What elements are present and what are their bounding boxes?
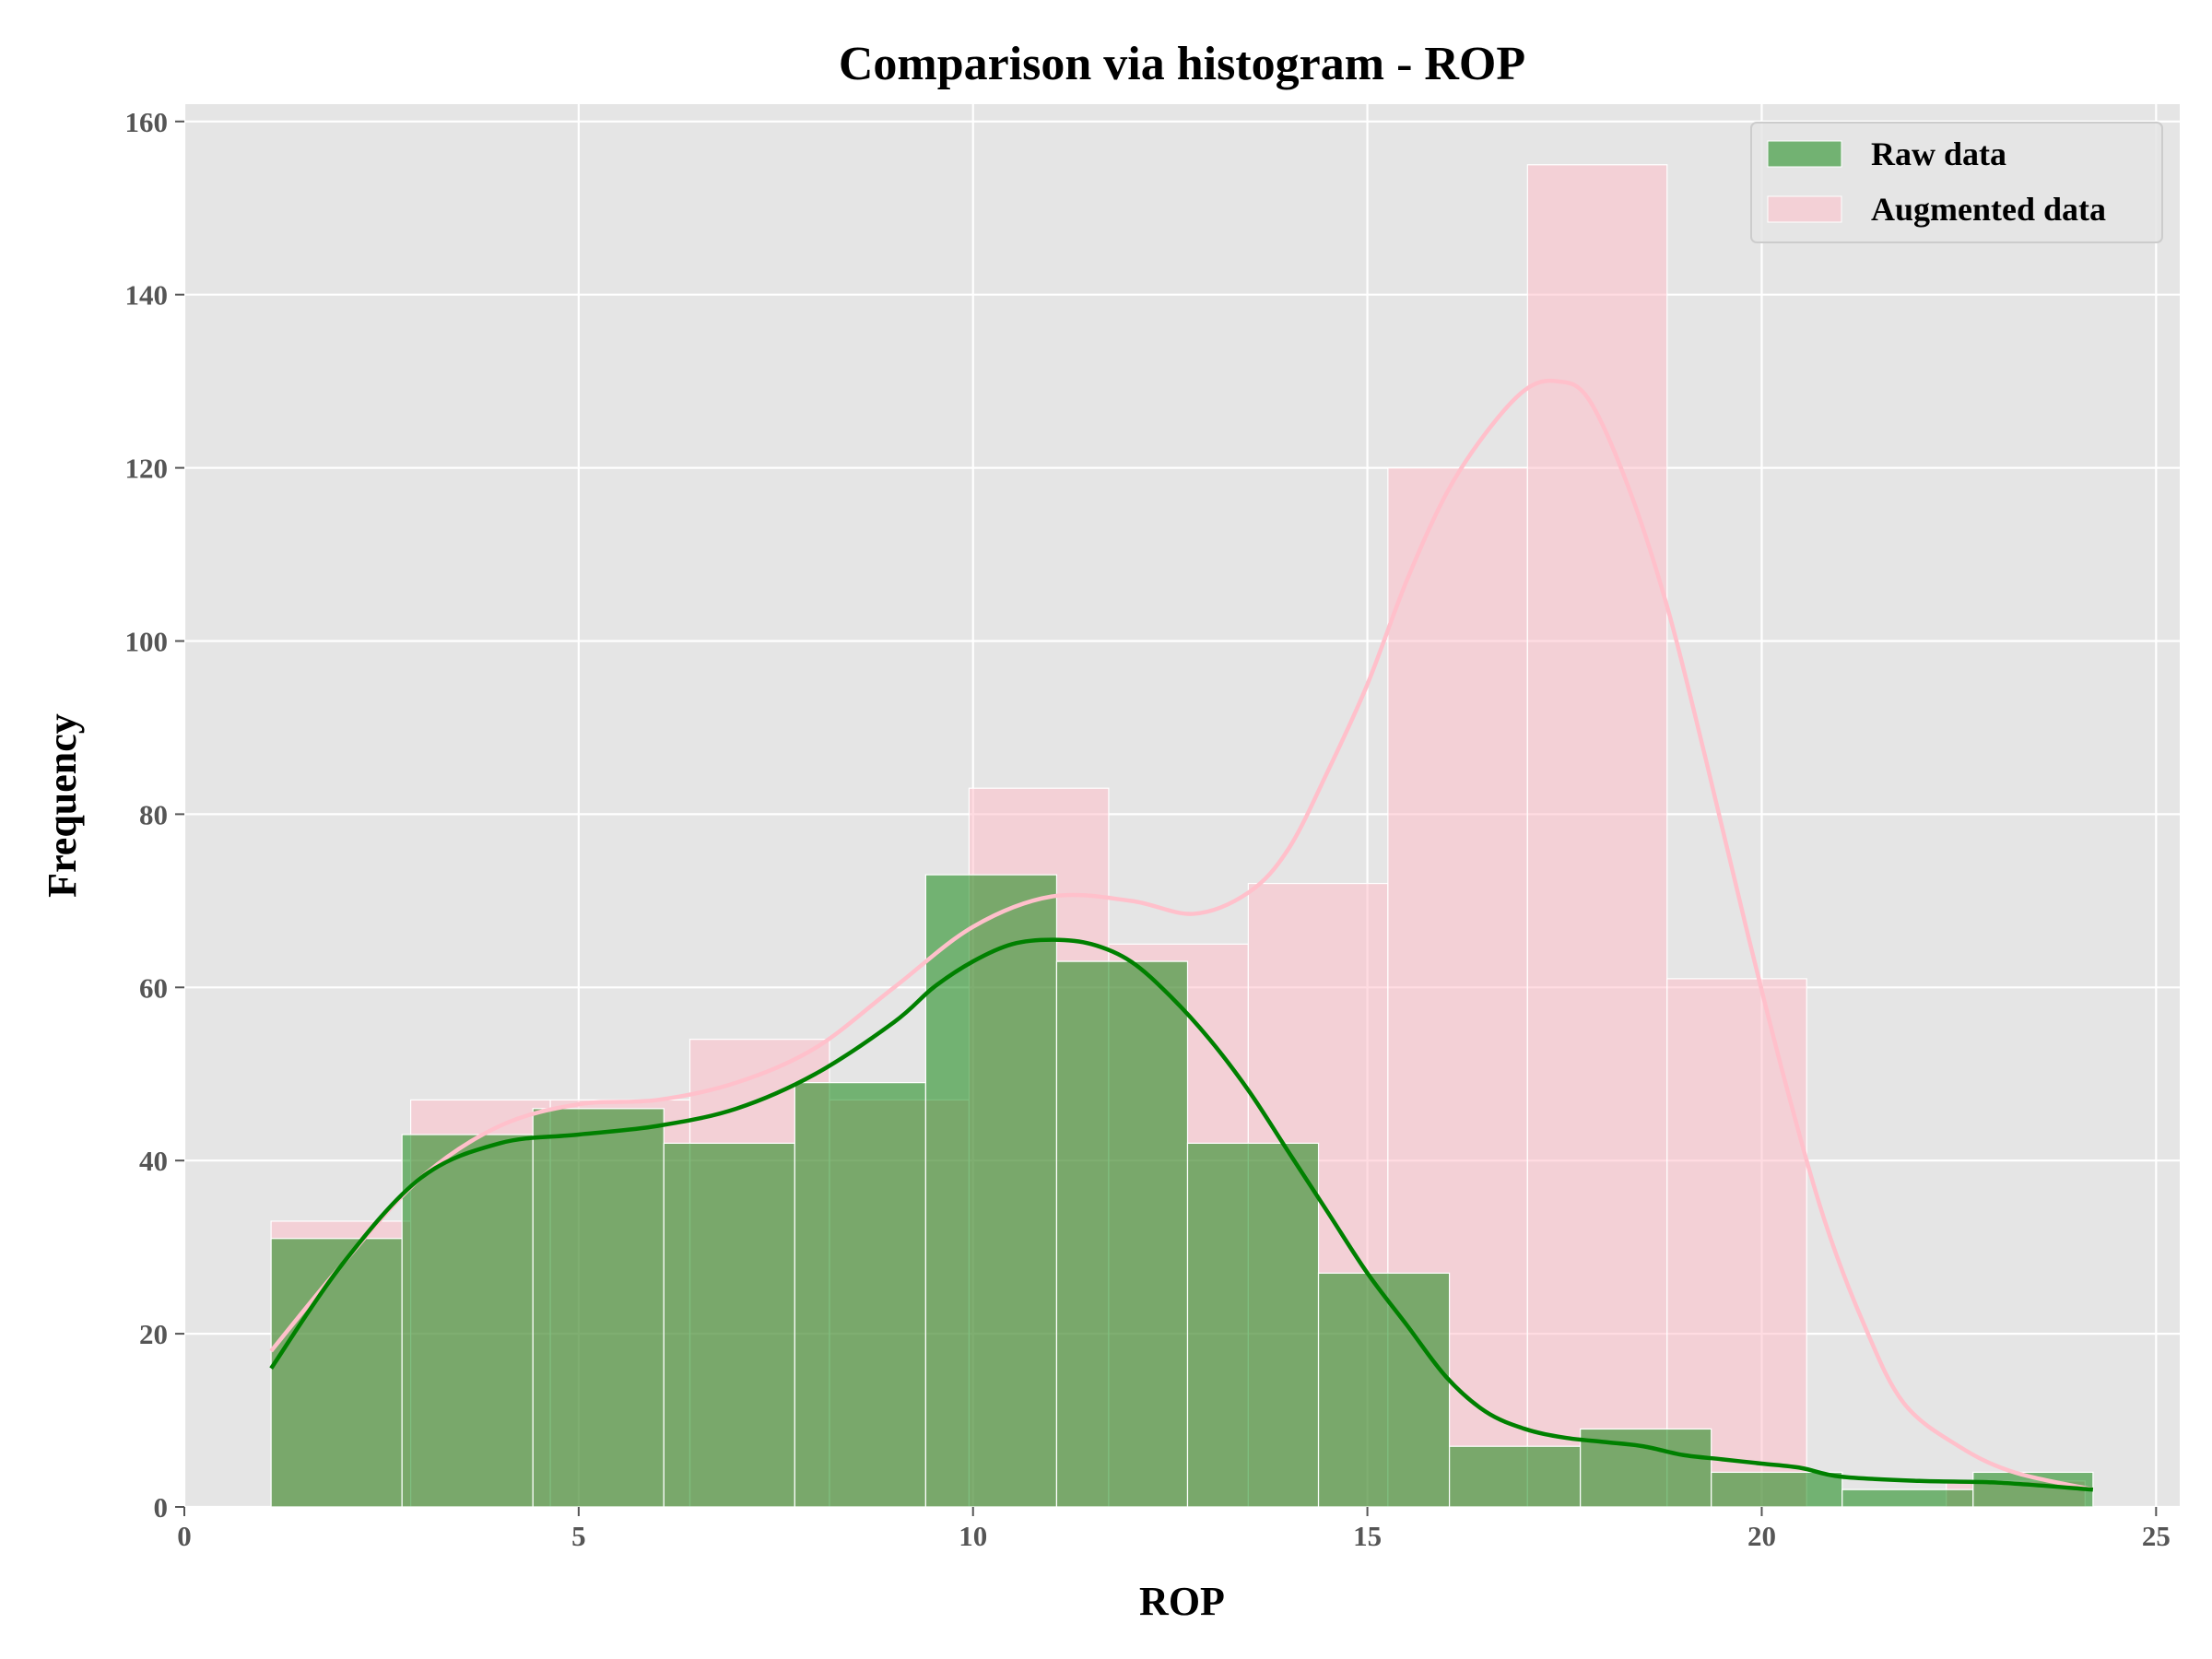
histogram-bar [1666, 978, 1807, 1508]
y-tick-label: 140 [125, 279, 169, 312]
histogram-bar [794, 1082, 926, 1508]
histogram-bar [401, 1134, 534, 1508]
augmented-kde-line [269, 378, 2094, 1492]
y-tick-label: 120 [125, 453, 169, 485]
y-tick-label: 100 [125, 625, 169, 657]
x-tick-label: 20 [1747, 1520, 1776, 1552]
raw-kde-line [269, 937, 2094, 1492]
histogram-bar [1186, 1142, 1320, 1508]
y-tick-label: 40 [139, 1145, 168, 1177]
legend-swatch-raw [1767, 140, 1842, 168]
y-tick-label: 20 [139, 1318, 168, 1350]
y-tick-label: 60 [139, 971, 168, 1004]
histogram-bar [1526, 164, 1668, 1508]
chart-title: Comparison via histogram - ROP [839, 38, 1525, 90]
histogram-bar [1711, 1471, 1843, 1508]
histogram-bar [1448, 1445, 1582, 1508]
x-tick-label: 25 [2142, 1520, 2171, 1552]
histogram-bar [1317, 1272, 1451, 1508]
kde-layer [269, 378, 2094, 1492]
x-tick-label: 15 [1353, 1520, 1382, 1552]
histogram-bar [924, 874, 1058, 1508]
axis-layer: 0 5 10 15 20 25 0 20 40 60 80 100 120 140 160 [125, 106, 2171, 1552]
histogram-bar [663, 1142, 795, 1508]
histogram-bar [532, 1108, 665, 1508]
y-tick-label: 160 [125, 106, 169, 138]
y-tick-label: 0 [154, 1491, 169, 1524]
legend: Raw data Augmented data [1750, 122, 2163, 243]
x-tick-label: 10 [959, 1520, 987, 1552]
histogram-bar [270, 1238, 403, 1508]
raw-bars-layer [270, 874, 2094, 1508]
x-tick-label: 5 [571, 1520, 586, 1552]
histogram-bar [1055, 960, 1189, 1508]
legend-box [1750, 122, 2163, 243]
y-axis-label: Frequency [40, 713, 85, 898]
x-axis-label: ROP [1139, 1579, 1225, 1624]
x-tick-label: 0 [177, 1520, 192, 1552]
legend-label-raw: Raw data [1871, 135, 2006, 172]
legend-swatch-augmented [1767, 195, 1842, 223]
y-tick-label: 80 [139, 798, 168, 830]
legend-label-augmented: Augmented data [1871, 191, 2106, 228]
histogram-bar [1841, 1488, 1974, 1508]
